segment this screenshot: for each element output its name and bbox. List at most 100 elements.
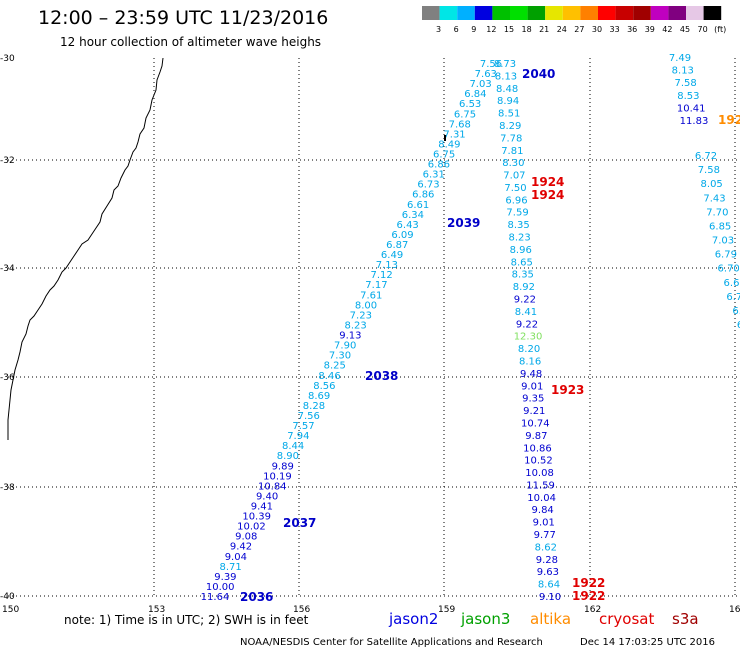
pass-number-label: 1924 xyxy=(531,188,564,202)
satellite-legend-jason3: jason3 xyxy=(460,610,510,628)
wave-height-value: 7.07 xyxy=(503,171,525,182)
wave-height-value: 6.75 xyxy=(454,109,476,120)
wave-height-value: 7.90 xyxy=(334,341,356,352)
scale-label: 15 xyxy=(504,25,514,34)
wave-height-value: 7.58 xyxy=(674,78,696,89)
wave-height-value: 6.49 xyxy=(381,250,403,261)
scale-label: 30 xyxy=(592,25,602,34)
lon-label: 156 xyxy=(293,605,310,615)
wave-height-value: 7.50 xyxy=(504,183,526,194)
wave-height-value: 7.58 xyxy=(698,165,720,176)
satellite-legend-cryosat: cryosat xyxy=(599,610,654,628)
wave-height-value: 10.00 xyxy=(206,582,235,593)
scale-swatch xyxy=(510,6,528,20)
wave-height-value: 7.03 xyxy=(712,236,734,247)
wave-height-value: 10.19 xyxy=(263,471,292,482)
wave-height-value: 9.04 xyxy=(225,552,247,563)
scale-label: 9 xyxy=(471,25,476,34)
pass-number-label: 2037 xyxy=(283,516,316,530)
wave-height-value: 7.59 xyxy=(506,208,528,219)
wave-height-value: 8.41 xyxy=(515,307,537,318)
wave-height-value: 11.59 xyxy=(526,480,555,491)
wave-height-value: 6.79 xyxy=(715,250,737,261)
wave-height-value: 8.56 xyxy=(313,381,335,392)
wave-height-value: 7.13 xyxy=(376,260,398,271)
wave-height-value: 8.90 xyxy=(277,451,299,462)
wave-height-value: 7.68 xyxy=(449,119,471,130)
wave-height-value: 6.61 xyxy=(407,200,429,211)
wave-height-value: 6.34 xyxy=(402,210,424,221)
wave-height-value: 6.09 xyxy=(391,230,413,241)
lat-label: -34 xyxy=(0,264,15,274)
wave-height-value: 6 xyxy=(737,320,740,331)
wave-height-value: 9.77 xyxy=(534,530,556,541)
lat-label: -32 xyxy=(0,156,15,166)
wave-height-value: 7.17 xyxy=(365,280,387,291)
wave-height-value: 12.30 xyxy=(514,332,543,343)
wave-height-value: 6.70 xyxy=(718,264,740,275)
pass-number-label: 1922 xyxy=(572,589,605,603)
scale-label: 42 xyxy=(662,25,672,34)
wave-height-value: 9.01 xyxy=(521,381,543,392)
wave-height-value: 9.42 xyxy=(230,542,252,553)
lat-label: -30 xyxy=(0,54,15,64)
wave-height-value: 7.94 xyxy=(287,431,309,442)
wave-height-value: 8.69 xyxy=(308,391,330,402)
wave-height-value: 9.01 xyxy=(533,518,555,529)
wave-height-value: 9.41 xyxy=(251,501,273,512)
scale-label: 24 xyxy=(557,25,567,34)
scale-swatch xyxy=(580,6,598,20)
scale-label: 27 xyxy=(574,25,584,34)
wave-height-value: 8.30 xyxy=(502,158,524,169)
track-jason2-a: 7.567.637.036.846.536.757.687.318.496.75… xyxy=(201,59,502,603)
coastline xyxy=(7,57,164,440)
footer-timestamp: Dec 14 17:03:25 UTC 2016 xyxy=(580,637,715,648)
wave-height-value: 7.56 xyxy=(480,59,502,70)
wave-height-value: 10.86 xyxy=(523,443,552,454)
wave-height-value: 7.61 xyxy=(360,290,382,301)
footer-credit: NOAA/NESDIS Center for Satellite Applica… xyxy=(240,637,543,648)
wave-height-value: 8.23 xyxy=(509,233,531,244)
wave-height-value: 6.85 xyxy=(709,221,731,232)
wave-height-value: 6.86 xyxy=(428,160,450,171)
wave-height-value: 7.43 xyxy=(703,193,725,204)
wave-height-value: 9.22 xyxy=(516,319,538,330)
wave-height-value: 6.43 xyxy=(397,220,419,231)
wave-height-value: 7.12 xyxy=(371,270,393,281)
wave-height-value: 6.73 xyxy=(417,180,439,191)
wave-height-value: 7.49 xyxy=(669,53,691,64)
wave-height-value: 7.31 xyxy=(443,129,465,140)
scale-swatch xyxy=(545,6,563,20)
map-subtitle: 12 hour collection of altimeter wave hei… xyxy=(60,35,321,49)
pass-number-label: 1923 xyxy=(551,383,584,397)
lon-label: 150 xyxy=(2,605,19,615)
scale-label: 70 xyxy=(698,25,708,34)
wave-height-value: 10.84 xyxy=(258,481,287,492)
pass-number-label: 2038 xyxy=(365,369,398,383)
scale-label: 45 xyxy=(680,25,690,34)
wave-height-value: 11.83 xyxy=(680,116,709,127)
scale-swatch xyxy=(439,6,458,20)
wave-height-value: 6.7 xyxy=(726,292,740,303)
wave-height-value: 6.84 xyxy=(464,89,486,100)
wave-height-value: 9.87 xyxy=(525,431,547,442)
pass-number-label: 2039 xyxy=(447,216,480,230)
wave-height-value: 10.52 xyxy=(524,456,553,467)
scale-swatch xyxy=(703,6,722,20)
wave-height-value: 6. xyxy=(732,306,740,317)
pass-marker xyxy=(444,135,446,141)
wave-height-value: 8.16 xyxy=(519,356,541,367)
wave-height-value: 9.48 xyxy=(520,369,542,380)
scale-swatch xyxy=(668,6,686,20)
wave-height-value: 7.30 xyxy=(329,351,351,362)
lon-label: 159 xyxy=(438,605,455,615)
wave-height-value: 8.05 xyxy=(701,179,723,190)
scale-swatch xyxy=(474,6,493,20)
track-east-lower: 6.727.588.057.437.706.857.036.796.706.66… xyxy=(695,151,740,331)
pass-number-label: 192 xyxy=(718,113,740,127)
scale-swatch xyxy=(615,6,634,20)
wave-height-value: 9.39 xyxy=(214,572,236,583)
scale-swatch xyxy=(422,6,440,20)
wave-height-value: 8.13 xyxy=(672,66,694,77)
